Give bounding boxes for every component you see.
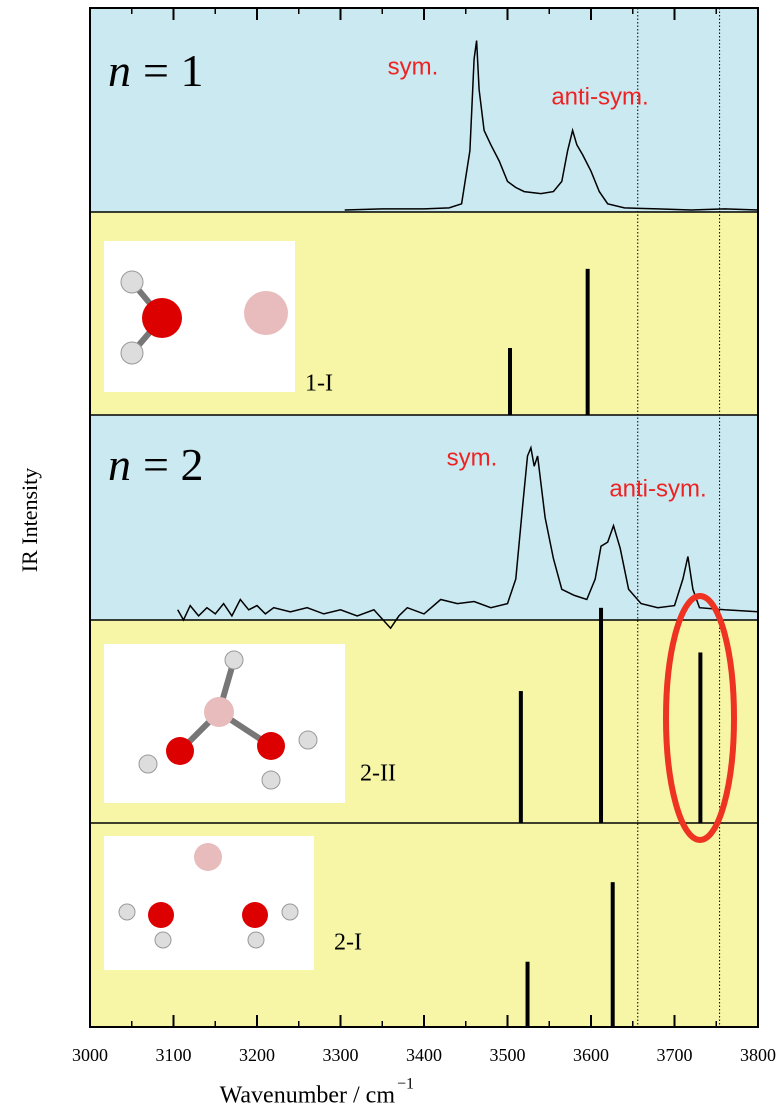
x-tick-label: 3000 <box>72 1045 108 1065</box>
x-tick-label: 3600 <box>573 1045 609 1065</box>
x-tick-label: 3300 <box>323 1045 359 1065</box>
stick <box>586 269 590 415</box>
panel-label: 2-II <box>360 761 396 787</box>
peak-annotation: anti-sym. <box>551 83 648 110</box>
panel-label: n= 2 <box>108 439 203 490</box>
x-tick-label: 3500 <box>490 1045 526 1065</box>
panel-label: n= 1 <box>108 45 203 96</box>
panel-label: 1-I <box>305 371 333 397</box>
stick <box>611 882 615 1027</box>
x-tick-label: 3400 <box>406 1045 442 1065</box>
panel-label-text: = 2 <box>143 439 203 490</box>
x-tick-label: 3800 <box>740 1045 776 1065</box>
stick <box>698 652 702 823</box>
x-axis-label: Wavenumber / cm <box>220 1083 396 1109</box>
stick <box>526 962 530 1027</box>
x-tick-label: 3700 <box>657 1045 693 1065</box>
panel-label: 2-I <box>334 930 362 956</box>
stick <box>508 348 512 415</box>
panel-label-symbol: n <box>108 439 131 490</box>
stick <box>519 691 523 823</box>
panel-background <box>90 8 758 212</box>
peak-annotation: sym. <box>388 53 439 80</box>
x-tick-label: 3200 <box>239 1045 275 1065</box>
stick <box>599 608 603 823</box>
peak-annotation: sym. <box>447 444 498 471</box>
x-tick-label: 3100 <box>156 1045 192 1065</box>
figure: n= 1sym.anti-sym.1-In= 2sym.anti-sym.2-I… <box>0 0 784 1119</box>
panel-label-text: = 1 <box>143 45 203 96</box>
peak-annotation: anti-sym. <box>609 475 706 502</box>
panel-label-symbol: n <box>108 45 131 96</box>
x-axis-label-superscript: −1 <box>397 1076 414 1093</box>
y-axis-label: IR Intensity <box>17 468 42 573</box>
